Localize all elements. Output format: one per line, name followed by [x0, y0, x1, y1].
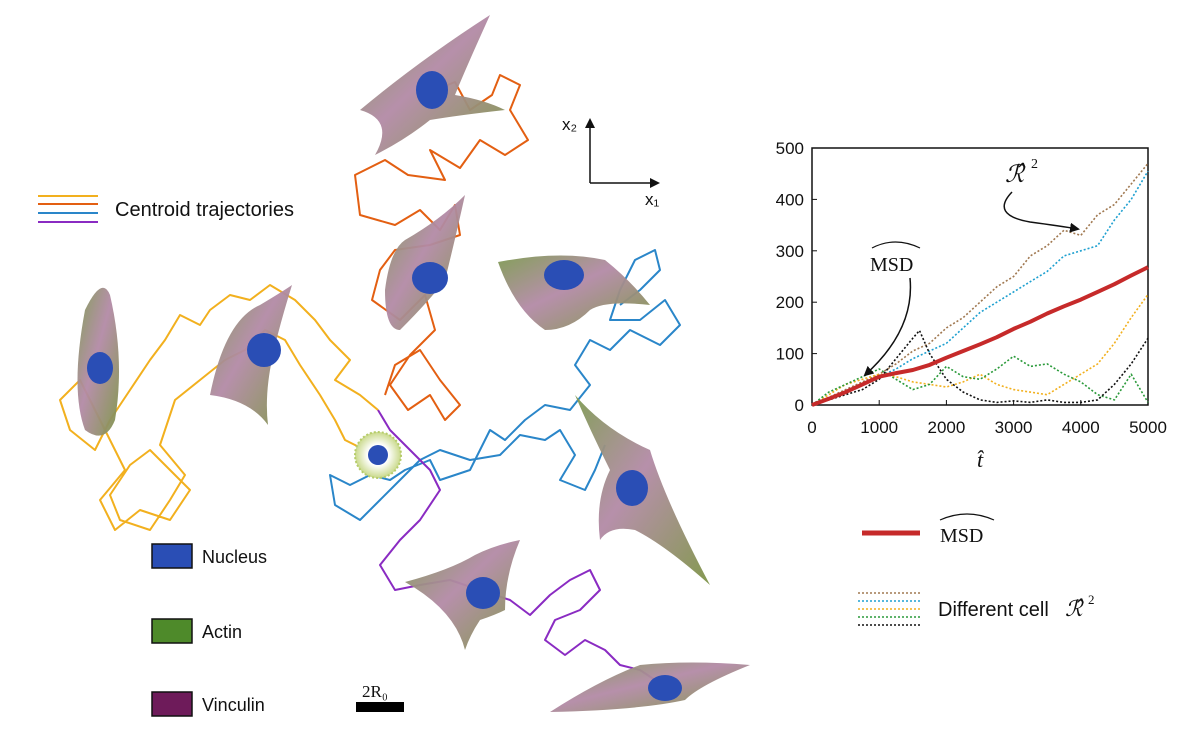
r2-arrow — [1003, 191, 1080, 233]
x-tick-label: 1000 — [860, 418, 898, 437]
vinculin-swatch — [151, 691, 193, 717]
y-tick-label: 100 — [776, 345, 804, 364]
r2-annotation: ℛ̂ 2 — [1003, 157, 1080, 233]
nucleus-shape — [466, 577, 500, 609]
cell-top — [360, 15, 505, 155]
series-cell-line-5 — [811, 329, 1149, 406]
x-tick-label: 2000 — [927, 418, 965, 437]
actin-swatch — [151, 618, 193, 644]
msd-annotation: MSD — [863, 241, 921, 377]
scale-bar: 2R₀ — [356, 682, 404, 712]
r2-annotation-power: 2 — [1031, 157, 1038, 172]
scale-bar-rect — [356, 702, 404, 712]
cell-bottom — [405, 540, 520, 650]
tick-labels: 0 1000 2000 3000 4000 5000 0 100 200 300 400 500 — [776, 139, 1167, 437]
actin-label: Actin — [202, 622, 242, 642]
grid-lines — [811, 147, 1149, 406]
cells — [77, 15, 750, 712]
msd-arrow — [863, 277, 912, 377]
chart-legend: MSD Different cell ℛ̂ 2 — [858, 513, 1095, 626]
trajectories — [59, 74, 681, 701]
cell-bottom-right — [550, 662, 750, 712]
cells-legend-symbol: ℛ̂ — [1065, 596, 1085, 621]
trajectory-purple — [377, 409, 671, 701]
nucleus-shape — [87, 352, 113, 384]
series-cell-line-1 — [811, 162, 1149, 406]
nucleus-label: Nucleus — [202, 547, 267, 567]
y-tick-label: 400 — [776, 190, 804, 209]
nucleus-swatch — [151, 543, 193, 569]
nucleus-shape — [616, 470, 648, 506]
x2-label: x₂ — [562, 115, 577, 134]
y-tick-label: 0 — [795, 396, 804, 415]
vinculin-label: Vinculin — [202, 695, 265, 715]
y-tick-label: 200 — [776, 293, 804, 312]
scale-bar-label: 2R₀ — [362, 682, 388, 701]
plot-frame — [811, 147, 1149, 406]
x-tick-label: 0 — [807, 418, 816, 437]
nucleus-shape — [648, 675, 682, 701]
cell-left — [77, 287, 119, 436]
x-axis-label: t̂ — [977, 447, 985, 472]
trajectories-label: Centroid trajectories — [115, 199, 294, 221]
nucleus-shape — [412, 262, 448, 294]
trajectory-legend: Centroid trajectories — [38, 195, 294, 223]
nucleus-shape — [368, 445, 388, 465]
x-tick-label: 3000 — [995, 418, 1033, 437]
y-tick-label: 500 — [776, 139, 804, 158]
axes-icon: x₂ x₁ — [562, 115, 660, 209]
cell-right — [575, 395, 710, 585]
cells-legend-power: 2 — [1088, 592, 1095, 607]
nucleus-shape — [247, 333, 281, 367]
cell-center-top — [385, 195, 465, 330]
x-tick-label: 5000 — [1129, 418, 1167, 437]
nucleus-shape — [416, 71, 448, 109]
trajectory-blue — [329, 249, 681, 521]
cell-left-center — [210, 285, 292, 425]
x1-label: x₁ — [645, 190, 660, 209]
x-tick-label: 4000 — [1062, 418, 1100, 437]
cell-right-top — [498, 255, 650, 330]
cell-legend-lines — [858, 592, 922, 626]
y-tick-label: 300 — [776, 242, 804, 261]
series-msd-line — [811, 265, 1149, 407]
r2-annotation-label: ℛ̂ — [1005, 162, 1026, 188]
msd-annotation-label: MSD — [870, 254, 913, 276]
msd-legend-label: MSD — [940, 525, 983, 547]
component-legend: Nucleus Actin Vinculin — [151, 543, 267, 717]
msd-chart: 0 1000 2000 3000 4000 5000 0 100 200 300 400 500 t̂… — [776, 139, 1167, 472]
cells-legend-label: Different cell — [938, 599, 1049, 621]
nucleus-shape — [544, 260, 584, 290]
initial-cell — [354, 431, 402, 479]
